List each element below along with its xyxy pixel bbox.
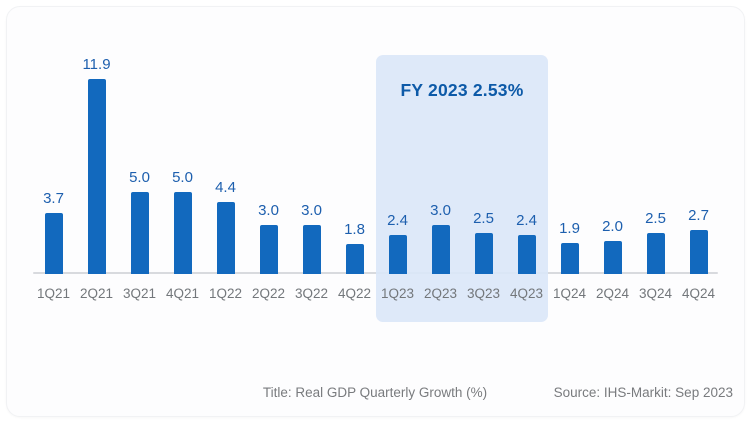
tick-label-4q21: 4Q21: [165, 286, 200, 301]
bar-2q24: [603, 241, 622, 274]
value-label-3q22: 3.0: [301, 201, 322, 219]
tick-label-4q23: 4Q23: [509, 286, 544, 301]
bar-3q22: [302, 224, 321, 274]
value-label-2q24: 2.0: [602, 218, 623, 236]
value-label-4q24: 2.7: [688, 206, 709, 224]
value-label-4q23: 2.4: [516, 211, 537, 229]
bar-4q21: [173, 192, 192, 274]
value-label-4q22: 1.8: [344, 221, 365, 239]
fy2023-highlight-band: [376, 55, 548, 322]
bar-3q23: [474, 233, 493, 274]
tick-label-2q23: 2Q23: [423, 286, 458, 301]
bar-4q23: [517, 234, 536, 274]
value-label-1q24: 1.9: [559, 219, 580, 237]
tick-label-2q24: 2Q24: [595, 286, 630, 301]
tick-label-2q21: 2Q21: [79, 286, 114, 301]
value-label-1q23: 2.4: [387, 211, 408, 229]
tick-label-2q22: 2Q22: [251, 286, 286, 301]
value-label-2q22: 3.0: [258, 201, 279, 219]
bar-3q24: [646, 233, 665, 274]
chart-title: Title: Real GDP Quarterly Growth (%): [262, 385, 488, 400]
value-label-1q22: 4.4: [215, 178, 236, 196]
bar-2q21: [87, 78, 106, 274]
value-label-1q21: 3.7: [43, 190, 64, 208]
tick-label-4q24: 4Q24: [681, 286, 716, 301]
x-axis-line: [33, 272, 718, 274]
bar-1q21: [44, 213, 63, 274]
value-label-3q23: 2.5: [473, 210, 494, 227]
chart-card: [6, 6, 745, 417]
chart-source: Source: IHS-Markit: Sep 2023: [553, 385, 733, 400]
bar-4q22: [345, 244, 364, 274]
tick-label-3q21: 3Q21: [122, 286, 157, 301]
bar-1q23: [388, 234, 407, 274]
bar-1q22: [216, 201, 235, 274]
value-label-3q24: 2.5: [645, 210, 666, 227]
tick-label-4q22: 4Q22: [337, 286, 372, 301]
value-label-2q23: 3.0: [430, 201, 451, 219]
tick-label-1q23: 1Q23: [380, 286, 415, 301]
value-label-3q21: 5.0: [129, 169, 150, 186]
bar-2q22: [259, 224, 278, 274]
bar-2q23: [431, 224, 450, 274]
bar-3q21: [130, 192, 149, 274]
tick-label-1q21: 1Q21: [36, 286, 71, 301]
tick-label-1q22: 1Q22: [208, 286, 243, 301]
bar-4q24: [689, 229, 708, 274]
tick-label-3q22: 3Q22: [294, 286, 329, 301]
bar-1q24: [560, 242, 579, 274]
value-label-2q21: 11.9: [82, 55, 111, 73]
tick-label-3q24: 3Q24: [638, 286, 673, 301]
value-label-4q21: 5.0: [172, 169, 193, 186]
tick-label-3q23: 3Q23: [466, 286, 501, 301]
fy2023-annotation-label: FY 2023 2.53%: [400, 80, 524, 100]
tick-label-1q24: 1Q24: [552, 286, 587, 301]
